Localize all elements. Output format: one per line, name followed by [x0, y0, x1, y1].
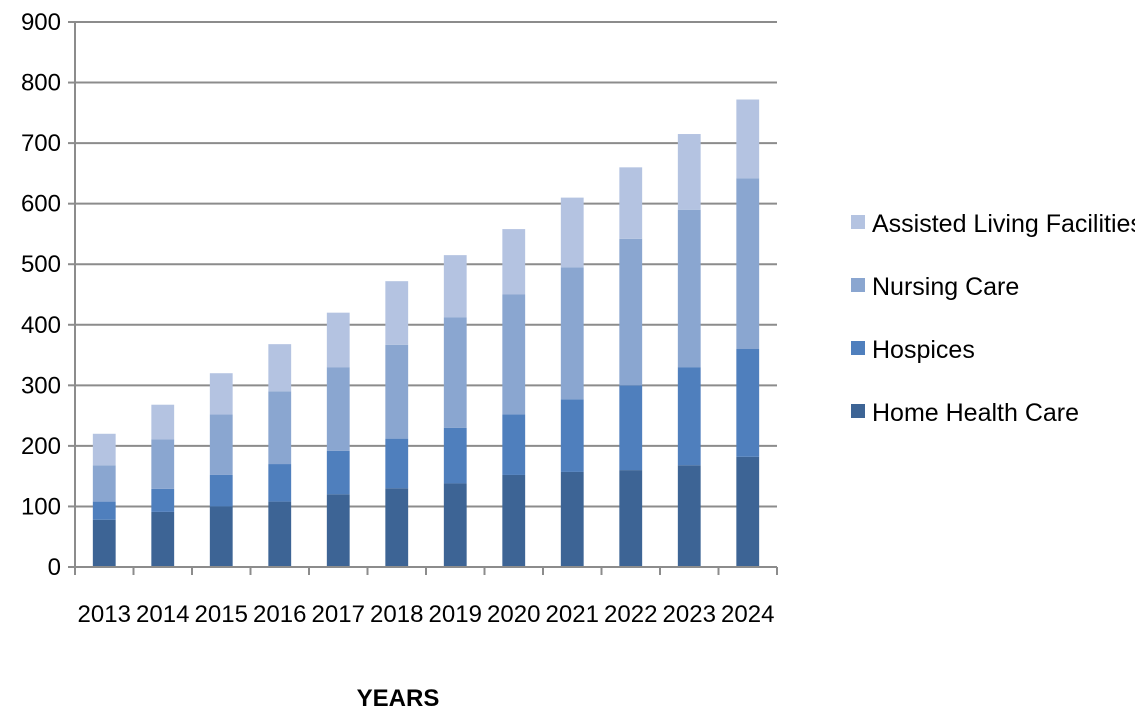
- bar-segment: [151, 439, 175, 489]
- bar-segment: [385, 488, 409, 567]
- legend: Assisted Living Facilities Nursing Care Ho…: [851, 210, 1135, 427]
- x-tick-label: 2022: [604, 601, 657, 628]
- legend-swatch: [851, 404, 865, 418]
- y-tick-labels: 0 100 200 300 400 500 600 700 800 900: [21, 9, 61, 581]
- bar-segment: [736, 349, 760, 457]
- bar-segment: [385, 344, 409, 439]
- bar-segment: [560, 197, 584, 268]
- bar-segment: [677, 134, 701, 210]
- x-tick-label: 2023: [663, 601, 716, 628]
- legend-swatch: [851, 215, 865, 229]
- bar-segment: [268, 344, 292, 392]
- y-tick-label: 600: [21, 191, 61, 218]
- legend-swatch: [851, 341, 865, 355]
- bar-segment: [268, 391, 292, 465]
- bar-segment: [502, 294, 526, 415]
- bar-segment: [151, 488, 175, 512]
- bar-segment: [326, 450, 350, 495]
- bar-segment: [619, 238, 643, 386]
- bar-segment: [268, 464, 292, 502]
- y-tick-label: 400: [21, 312, 61, 339]
- x-tick-label: 2019: [429, 601, 482, 628]
- bar-segment: [619, 167, 643, 239]
- bar-segment: [385, 438, 409, 489]
- x-tick-label: 2013: [78, 601, 131, 628]
- y-tick-label: 700: [21, 130, 61, 157]
- legend-label: Hospices: [872, 336, 975, 364]
- bar-segment: [151, 404, 175, 440]
- x-tick-label: 2016: [253, 601, 306, 628]
- legend-label: Nursing Care: [872, 273, 1019, 301]
- bar-segment: [151, 511, 175, 567]
- bar-segment: [92, 519, 116, 567]
- x-tick-label: 2014: [136, 601, 189, 628]
- bar-segment: [209, 414, 233, 475]
- bar-segment: [268, 501, 292, 567]
- bar-segment: [209, 474, 233, 507]
- y-tick-label: 0: [48, 554, 61, 581]
- bar-segment: [619, 470, 643, 567]
- x-tick-label: 2021: [546, 601, 599, 628]
- axes: [68, 21, 778, 575]
- bar-segment: [502, 229, 526, 295]
- bar-segment: [326, 367, 350, 451]
- bar-segment: [443, 255, 467, 318]
- bar-segment: [736, 178, 760, 349]
- bar-segment: [209, 506, 233, 567]
- bar-segment: [677, 367, 701, 466]
- x-tick-label: 2024: [721, 601, 774, 628]
- x-tick-label: 2018: [370, 601, 423, 628]
- bar-segment: [92, 433, 116, 466]
- bar-segment: [560, 267, 584, 400]
- y-tick-label: 500: [21, 251, 61, 278]
- x-tick-label: 2017: [312, 601, 365, 628]
- y-tick-label: 900: [21, 9, 61, 36]
- bar-segment: [560, 471, 584, 567]
- bar-segment: [443, 427, 467, 484]
- bar-segment: [326, 494, 350, 567]
- bar-segment: [443, 317, 467, 428]
- bar-segment: [385, 281, 409, 345]
- bar-segment: [736, 99, 760, 179]
- y-tick-label: 800: [21, 70, 61, 97]
- bar-segment: [443, 483, 467, 567]
- legend-label: Home Health Care: [872, 399, 1079, 427]
- y-tick-label: 300: [21, 372, 61, 399]
- bars: [92, 99, 760, 567]
- bar-segment: [502, 474, 526, 567]
- gridlines: [75, 21, 777, 508]
- bar-segment: [209, 373, 233, 415]
- x-tick-labels: 2013 2014 2015 2016 2017 2018 2019 2020 2021 2022…: [78, 601, 775, 628]
- bar-segment: [92, 501, 116, 520]
- y-tick-label: 200: [21, 433, 61, 460]
- legend-label: Assisted Living Facilities: [872, 210, 1135, 238]
- bar-segment: [736, 456, 760, 567]
- bar-segment: [326, 312, 350, 368]
- bar-segment: [92, 465, 116, 502]
- x-tick-label: 2015: [195, 601, 248, 628]
- bar-segment: [502, 414, 526, 475]
- bar-segment: [619, 385, 643, 471]
- bar-segment: [677, 209, 701, 368]
- x-axis-title: YEARS: [357, 685, 440, 711]
- y-tick-label: 100: [21, 493, 61, 520]
- x-tick-label: 2020: [487, 601, 540, 628]
- bar-segment: [677, 465, 701, 567]
- bar-segment: [560, 399, 584, 472]
- legend-swatch: [851, 278, 865, 292]
